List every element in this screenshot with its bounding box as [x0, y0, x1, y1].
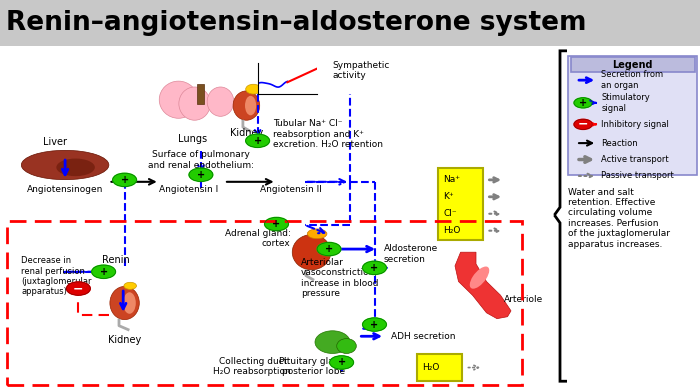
Text: Reaction: Reaction [601, 138, 638, 148]
Circle shape [330, 356, 354, 369]
Ellipse shape [123, 292, 136, 314]
Ellipse shape [21, 150, 109, 180]
Text: +: + [253, 136, 262, 146]
Ellipse shape [124, 282, 136, 289]
Ellipse shape [470, 267, 489, 289]
Text: Secretion from
an organ: Secretion from an organ [601, 70, 664, 90]
Ellipse shape [245, 96, 256, 115]
Polygon shape [455, 252, 511, 319]
Text: K⁺: K⁺ [443, 192, 454, 201]
Text: Renin–angiotensin–aldosterone system: Renin–angiotensin–aldosterone system [6, 10, 586, 36]
Text: +: + [370, 263, 379, 273]
Ellipse shape [160, 81, 197, 118]
Text: Passive transport: Passive transport [601, 171, 674, 181]
Text: Angiotensinogen: Angiotensinogen [27, 185, 104, 194]
FancyBboxPatch shape [416, 354, 462, 381]
FancyBboxPatch shape [0, 0, 700, 46]
Circle shape [246, 134, 270, 147]
Text: Liver: Liver [43, 136, 66, 147]
Circle shape [113, 173, 136, 187]
Ellipse shape [307, 229, 327, 239]
Ellipse shape [315, 331, 350, 353]
Text: Collecting duct:
H₂O reabsorption: Collecting duct: H₂O reabsorption [213, 357, 290, 376]
Text: +: + [120, 175, 129, 185]
Text: Angiotensin I: Angiotensin I [160, 185, 218, 194]
Text: Arteriole: Arteriole [504, 294, 543, 304]
Circle shape [265, 217, 288, 231]
Text: Adrenal gland:
cortex: Adrenal gland: cortex [225, 229, 290, 248]
Text: Water and salt
retention. Effective
circulating volume
increases. Perfusion
of t: Water and salt retention. Effective circ… [568, 188, 671, 249]
Text: +: + [197, 170, 205, 180]
Text: H₂O: H₂O [422, 363, 440, 372]
Ellipse shape [207, 87, 234, 117]
Text: +: + [370, 319, 379, 330]
Text: H₂O: H₂O [443, 226, 461, 235]
Ellipse shape [246, 84, 261, 94]
Ellipse shape [110, 286, 139, 319]
Text: Sympathetic
activity: Sympathetic activity [332, 61, 390, 80]
Circle shape [574, 119, 592, 129]
Text: Renin: Renin [102, 255, 130, 265]
Text: Kidney: Kidney [230, 128, 263, 138]
FancyBboxPatch shape [570, 57, 695, 72]
Circle shape [363, 261, 386, 274]
Text: +: + [99, 267, 108, 277]
Text: Arteriolar
vasoconstriction,
increase in blood
pressure: Arteriolar vasoconstriction, increase in… [301, 258, 379, 298]
FancyBboxPatch shape [0, 46, 567, 391]
Text: ADH secretion: ADH secretion [391, 332, 455, 341]
FancyBboxPatch shape [438, 168, 483, 240]
Circle shape [66, 282, 90, 295]
Text: Cl⁻: Cl⁻ [443, 209, 456, 218]
Text: +: + [272, 219, 281, 229]
Circle shape [317, 242, 341, 256]
Ellipse shape [233, 91, 260, 120]
Text: Tubular Na⁺ Cl⁻
reabsorption and K⁺
excretion. H₂O retention: Tubular Na⁺ Cl⁻ reabsorption and K⁺ excr… [273, 119, 383, 149]
Text: Aldosterone
secretion: Aldosterone secretion [384, 244, 438, 264]
Text: Active transport: Active transport [601, 155, 669, 164]
Text: Pituitary gland:
posterior lobe: Pituitary gland: posterior lobe [279, 357, 348, 376]
Ellipse shape [293, 235, 330, 270]
Circle shape [189, 168, 213, 181]
Text: Angiotensin II: Angiotensin II [260, 185, 321, 194]
Ellipse shape [337, 339, 356, 353]
Text: Kidney: Kidney [108, 335, 141, 345]
Ellipse shape [179, 87, 211, 120]
Text: Lungs: Lungs [178, 134, 207, 144]
Text: Inhibitory signal: Inhibitory signal [601, 120, 669, 129]
Text: Decrease in
renal perfusion
(juxtaglomerular
apparatus): Decrease in renal perfusion (juxtaglomer… [21, 256, 92, 296]
Circle shape [363, 318, 386, 331]
Text: −: − [74, 282, 84, 295]
Text: +: + [325, 244, 333, 254]
Circle shape [92, 265, 116, 278]
FancyBboxPatch shape [197, 84, 204, 104]
Ellipse shape [56, 159, 94, 176]
Text: +: + [579, 98, 587, 108]
Circle shape [574, 98, 592, 108]
Text: Stimulatory
signal: Stimulatory signal [601, 93, 650, 113]
Text: −: − [578, 118, 588, 131]
Text: +: + [337, 357, 346, 368]
Text: Legend: Legend [612, 59, 653, 70]
Text: Na⁺: Na⁺ [443, 175, 460, 185]
FancyBboxPatch shape [568, 56, 697, 175]
Text: Surface of pulmonary
and renal endothelium:
ACE: Surface of pulmonary and renal endotheli… [148, 150, 254, 180]
